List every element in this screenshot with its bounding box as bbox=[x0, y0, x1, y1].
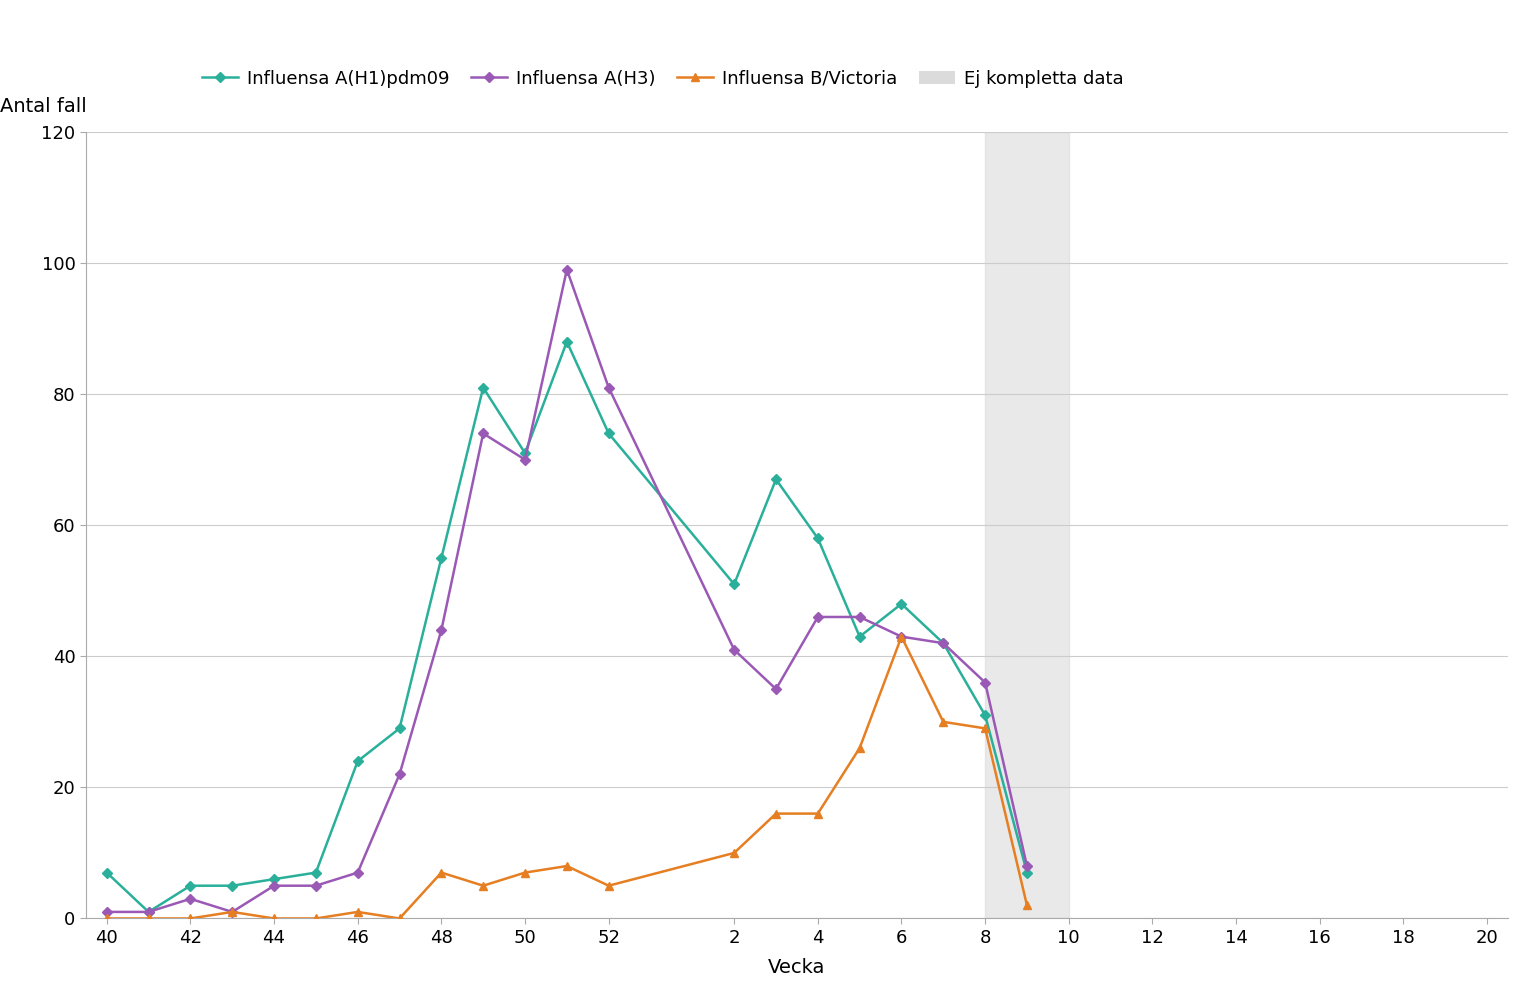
Influensa A(H3) bbox=[265, 880, 283, 892]
Influensa B/Victoria bbox=[140, 913, 158, 925]
Influensa A(H3) bbox=[390, 769, 408, 781]
Influensa A(H3) bbox=[222, 906, 241, 918]
Influensa B/Victoria bbox=[222, 906, 241, 918]
Influensa A(H3) bbox=[474, 428, 492, 439]
Influensa B/Victoria bbox=[768, 807, 786, 819]
Influensa B/Victoria bbox=[97, 913, 116, 925]
Influensa B/Victoria bbox=[390, 913, 408, 925]
Influensa A(H1)pdm09 bbox=[306, 867, 324, 879]
Influensa A(H1)pdm09 bbox=[557, 335, 576, 347]
Influensa A(H1)pdm09 bbox=[516, 447, 535, 459]
Line: Influensa B/Victoria: Influensa B/Victoria bbox=[102, 633, 1031, 923]
Influensa B/Victoria bbox=[809, 807, 827, 819]
Influensa A(H1)pdm09 bbox=[976, 709, 995, 721]
Influensa A(H1)pdm09 bbox=[433, 552, 451, 563]
Legend: Influensa A(H1)pdm09, Influensa A(H3), Influensa B/Victoria, Ej kompletta data: Influensa A(H1)pdm09, Influensa A(H3), I… bbox=[195, 62, 1132, 95]
Influensa A(H3) bbox=[809, 611, 827, 623]
X-axis label: Vecka: Vecka bbox=[768, 958, 825, 977]
Influensa A(H3) bbox=[725, 644, 743, 656]
Influensa A(H3) bbox=[1017, 860, 1036, 872]
Influensa A(H1)pdm09 bbox=[768, 473, 786, 485]
Influensa A(H1)pdm09 bbox=[265, 873, 283, 885]
Influensa B/Victoria bbox=[892, 631, 911, 643]
Influensa A(H1)pdm09 bbox=[390, 722, 408, 734]
Influensa A(H3) bbox=[97, 906, 116, 918]
Influensa B/Victoria bbox=[725, 847, 743, 859]
Bar bbox=[985, 132, 1069, 919]
Influensa A(H1)pdm09 bbox=[850, 631, 868, 643]
Influensa B/Victoria bbox=[265, 913, 283, 925]
Influensa A(H1)pdm09 bbox=[140, 906, 158, 918]
Influensa A(H3) bbox=[892, 631, 911, 643]
Influensa A(H1)pdm09 bbox=[97, 867, 116, 879]
Influensa B/Victoria bbox=[349, 906, 367, 918]
Influensa B/Victoria bbox=[976, 722, 995, 734]
Influensa A(H3) bbox=[306, 880, 324, 892]
Line: Influensa A(H3): Influensa A(H3) bbox=[104, 266, 1031, 916]
Influensa B/Victoria bbox=[1017, 900, 1036, 912]
Influensa A(H1)pdm09 bbox=[934, 637, 952, 649]
Influensa A(H1)pdm09 bbox=[892, 598, 911, 610]
Influensa A(H3) bbox=[557, 264, 576, 276]
Influensa A(H1)pdm09 bbox=[809, 533, 827, 545]
Influensa A(H1)pdm09 bbox=[349, 755, 367, 767]
Influensa A(H3) bbox=[349, 867, 367, 879]
Influensa A(H3) bbox=[516, 453, 535, 465]
Influensa A(H3) bbox=[976, 677, 995, 688]
Influensa A(H1)pdm09 bbox=[600, 428, 618, 439]
Influensa B/Victoria bbox=[934, 716, 952, 728]
Influensa A(H1)pdm09 bbox=[222, 880, 241, 892]
Influensa B/Victoria bbox=[600, 880, 618, 892]
Influensa B/Victoria bbox=[181, 913, 200, 925]
Influensa A(H3) bbox=[850, 611, 868, 623]
Influensa A(H3) bbox=[600, 382, 618, 394]
Influensa B/Victoria bbox=[850, 742, 868, 754]
Influensa B/Victoria bbox=[557, 860, 576, 872]
Influensa A(H3) bbox=[433, 624, 451, 636]
Influensa A(H1)pdm09 bbox=[181, 880, 200, 892]
Influensa B/Victoria bbox=[306, 913, 324, 925]
Influensa A(H1)pdm09 bbox=[725, 578, 743, 590]
Influensa B/Victoria bbox=[474, 880, 492, 892]
Influensa A(H3) bbox=[181, 893, 200, 905]
Influensa A(H3) bbox=[768, 683, 786, 695]
Text: Antal fall: Antal fall bbox=[0, 97, 87, 116]
Influensa A(H3) bbox=[140, 906, 158, 918]
Line: Influensa A(H1)pdm09: Influensa A(H1)pdm09 bbox=[104, 338, 1031, 916]
Influensa A(H3) bbox=[934, 637, 952, 649]
Influensa A(H1)pdm09 bbox=[1017, 867, 1036, 879]
Influensa B/Victoria bbox=[433, 867, 451, 879]
Influensa B/Victoria bbox=[516, 867, 535, 879]
Influensa A(H1)pdm09 bbox=[474, 382, 492, 394]
